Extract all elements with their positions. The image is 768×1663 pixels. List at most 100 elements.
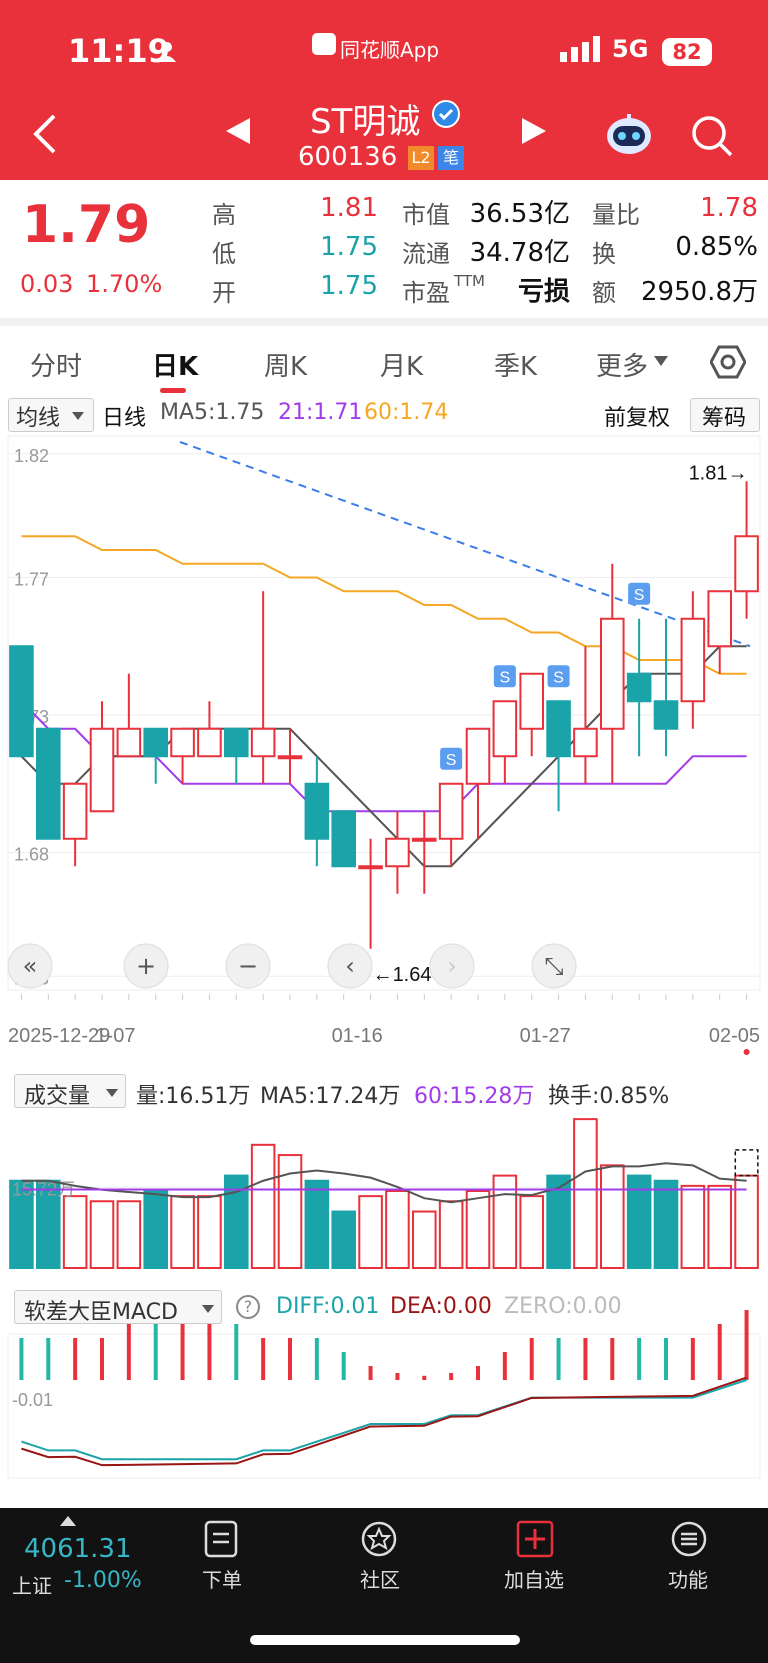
trend-line (179, 441, 751, 648)
candle-body (546, 700, 571, 758)
volume-select-label: 成交量 (24, 1084, 91, 1109)
volume-ma60: 60:15.28万 (414, 1084, 535, 1109)
chip-button[interactable] (690, 398, 760, 432)
fullscreen-icon[interactable] (531, 943, 577, 989)
macd-histogram-bar (664, 1338, 668, 1380)
nav-add-favorite[interactable]: 加自选 (504, 1568, 564, 1592)
search-icon[interactable] (690, 114, 734, 158)
candle-body (492, 700, 518, 758)
community-icon[interactable] (360, 1520, 398, 1558)
next-glyph: › (447, 952, 457, 980)
settings-icon[interactable] (710, 344, 746, 380)
macd-histogram-bar (395, 1373, 400, 1380)
prev-stock-icon[interactable] (226, 118, 250, 144)
volume-bar (492, 1174, 518, 1269)
zoom-in-glyph: + (136, 952, 156, 980)
candle-body (250, 727, 276, 758)
signal-label: S (553, 669, 564, 686)
macd-dea-line (21, 1376, 747, 1467)
nav-order[interactable]: 下单 (202, 1568, 242, 1592)
amount-label: 额 (592, 279, 616, 307)
tab-more[interactable]: 更多 (596, 352, 649, 382)
macd-histogram-bar (180, 1324, 185, 1380)
volume-bar (465, 1190, 491, 1269)
index-change: -1.00% (64, 1568, 142, 1593)
add-favorite-icon[interactable] (516, 1520, 554, 1558)
tab-weekly-k[interactable]: 周K (264, 352, 308, 382)
zoom-out-icon[interactable] (225, 943, 271, 989)
nav-functions[interactable]: 功能 (668, 1568, 708, 1592)
macd-histogram-bar (234, 1324, 239, 1380)
signal-marker (493, 665, 516, 688)
help-icon[interactable]: ? (236, 1295, 260, 1319)
tab-intraday[interactable]: 分时 (30, 352, 83, 382)
zoom-in-icon[interactable] (123, 943, 169, 989)
volume-bar (197, 1195, 222, 1269)
status-time: 11:19 (68, 32, 170, 70)
volume-bar (9, 1179, 34, 1269)
stock-name: ST明诚 (310, 102, 421, 142)
nav-community[interactable]: 社区 (360, 1568, 400, 1592)
candle-body (89, 727, 115, 813)
rewind-icon[interactable] (7, 943, 53, 989)
volume-bar (707, 1184, 732, 1270)
macd-histogram-bar (288, 1338, 292, 1380)
chevron-down-icon (654, 356, 668, 366)
tab-quarterly-k[interactable]: 季K (494, 352, 538, 382)
header-bar: 11:19 同花顺App 5G 82 ST明诚 600136 L2 笔 (0, 0, 768, 180)
stock-code: 600136 (298, 142, 398, 172)
kline-chart[interactable]: 1.821.771.731.681.63SSSS1.81→←1.64«+−‹›⤡… (0, 0, 768, 1500)
macd-diff-line (21, 1379, 747, 1461)
tab-daily-k[interactable]: 日K (152, 352, 199, 382)
order-icon[interactable] (204, 1520, 238, 1558)
low-value: 1.75 (320, 232, 378, 262)
ma60-label: 60:1.74 (364, 400, 449, 425)
macd-histogram-bar (610, 1338, 615, 1380)
x-axis-label: 1-07 (95, 1025, 135, 1047)
volume-ratio-value: 1.78 (700, 193, 758, 223)
robot-assistant-icon[interactable] (605, 114, 653, 156)
macd-histogram-bar (126, 1324, 131, 1380)
rewind-glyph: « (23, 952, 38, 980)
up-arrow-icon (60, 1516, 76, 1526)
tab-monthly-k[interactable]: 月K (380, 352, 424, 382)
adjust-button[interactable]: 前复权 (604, 406, 671, 431)
volume-forecast-box (734, 1149, 759, 1177)
volume-bar (600, 1164, 625, 1270)
index-value[interactable]: 4061.31 (24, 1534, 132, 1564)
candle-body (9, 645, 34, 758)
candle-body (304, 782, 330, 840)
volume-turnover: 换手:0.85% (548, 1084, 670, 1109)
volume-bar (385, 1190, 410, 1269)
macd-histogram-bar (422, 1375, 427, 1380)
volume-bar (170, 1195, 195, 1269)
volume-select[interactable] (14, 1074, 126, 1108)
macd-select[interactable] (14, 1290, 222, 1324)
candle-body (331, 810, 356, 868)
next-stock-icon[interactable] (522, 118, 546, 144)
macd-histogram-bar (341, 1352, 346, 1380)
menu-icon[interactable] (670, 1520, 708, 1558)
chevron-down-icon (106, 1089, 118, 1097)
back-icon[interactable] (32, 114, 58, 154)
x-axis-label: 01-16 (332, 1025, 383, 1047)
prev-glyph: ‹ (345, 952, 355, 980)
macd-histogram-bar (476, 1366, 480, 1380)
ma5-line (20, 645, 747, 868)
prev-icon[interactable] (327, 943, 373, 989)
macd-histogram-bar (690, 1338, 695, 1380)
amount-value: 2950.8万 (641, 277, 758, 307)
candle-body (519, 672, 544, 730)
tab-active-indicator (160, 388, 186, 393)
candle-body (573, 727, 598, 758)
candle-body (62, 782, 88, 840)
high-value: 1.81 (320, 193, 378, 223)
macd-histogram-bar (529, 1338, 534, 1380)
macd-diff: DIFF:0.01 (276, 1294, 380, 1319)
home-indicator (250, 1635, 520, 1645)
zoom-out-glyph: − (238, 952, 258, 980)
volume-bar (277, 1154, 303, 1269)
network-type: 5G (612, 35, 649, 63)
macd-histogram-bar (717, 1324, 722, 1380)
next-icon[interactable] (429, 943, 475, 989)
